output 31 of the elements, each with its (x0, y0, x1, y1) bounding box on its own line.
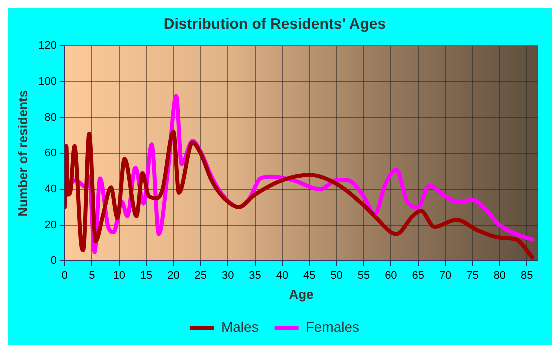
x-tick-label: 70 (439, 270, 452, 282)
y-tick-label: 0 (50, 255, 57, 268)
x-tick-label: 35 (249, 270, 262, 282)
y-tick-label: 60 (44, 148, 57, 160)
x-tick-label: 25 (194, 270, 208, 282)
x-tick-label: 85 (521, 270, 534, 282)
x-tick-label: 15 (140, 270, 153, 282)
x-tick-label: 5 (89, 270, 96, 282)
x-tick-label: 80 (494, 270, 506, 282)
y-tick-label: 80 (44, 112, 57, 124)
x-tick-label: 40 (276, 270, 289, 282)
x-tick-label: 0 (62, 270, 68, 282)
x-tick-label: 55 (358, 270, 370, 282)
x-tick-label: 10 (113, 270, 126, 282)
y-tick-label: 20 (44, 219, 57, 232)
x-tick-label: 50 (330, 270, 343, 282)
y-axis-title: Number of residents (15, 90, 30, 217)
y-tick-label: 100 (38, 76, 57, 88)
chart-title: Distribution of Residents' Ages (164, 16, 386, 34)
x-axis-title: Age (289, 286, 314, 302)
legend-label: Males (221, 318, 259, 335)
x-tick-label: 30 (222, 270, 234, 282)
x-tick-label: 60 (385, 270, 398, 282)
x-tick-label: 75 (466, 270, 479, 282)
legend-label: Females (306, 318, 360, 335)
y-tick-label: 40 (44, 184, 57, 196)
x-tick-label: 45 (304, 270, 316, 282)
x-tick-label: 65 (412, 270, 425, 282)
x-tick-label: 20 (168, 270, 180, 282)
line-series (64, 130, 535, 260)
y-tick-label: 120 (38, 40, 57, 52)
